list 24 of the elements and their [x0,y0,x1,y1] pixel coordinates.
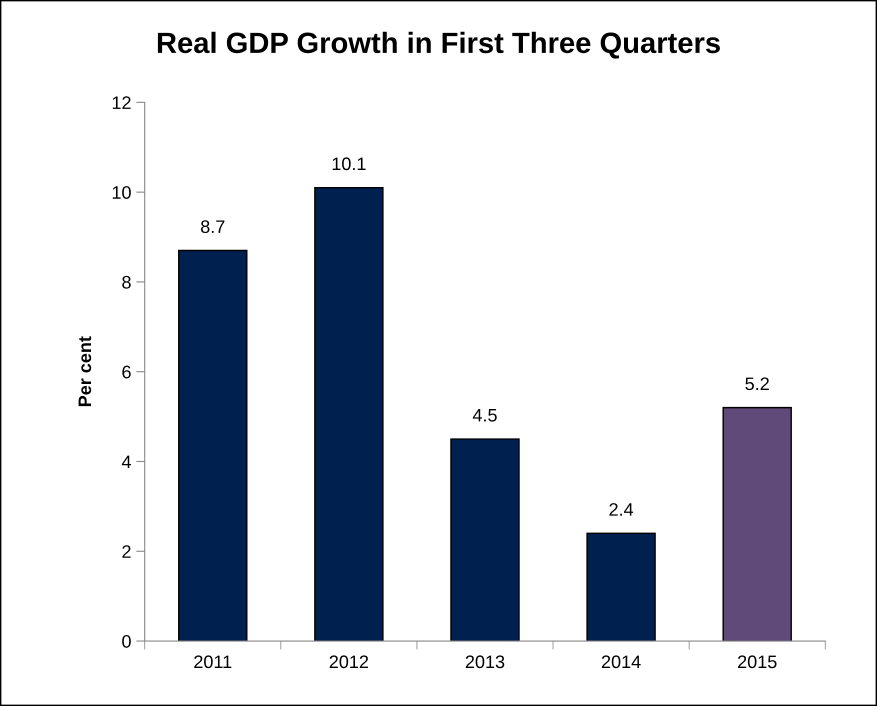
x-tick-label: 2015 [738,655,777,668]
x-tick-label: 2014 [602,655,641,668]
bar [586,532,656,642]
data-label: 8.7 [200,220,224,234]
y-tick-label: 6 [122,366,131,378]
y-tick-label: 12 [112,96,131,109]
bar [722,406,792,642]
y-tick-label: 4 [122,456,131,468]
chart-title: Real GDP Growth in First Three Quarters [158,32,720,59]
y-tick-label: 10 [112,186,131,199]
y-tick-label: 8 [122,276,131,289]
bar [178,250,248,642]
x-tick-label: 2011 [194,655,232,668]
bar [450,438,520,642]
x-tick-label: 2013 [466,655,504,668]
data-label: 4.5 [472,408,497,422]
y-tick-label: 2 [122,545,131,558]
data-label: 5.2 [745,377,769,390]
bar [314,186,384,642]
y-tick-label: 0 [122,634,131,648]
data-label: 2.4 [609,503,634,516]
x-tick-label: 2012 [330,655,368,668]
y-axis-title: Per cent [78,336,92,406]
data-label: 10.1 [332,157,366,170]
